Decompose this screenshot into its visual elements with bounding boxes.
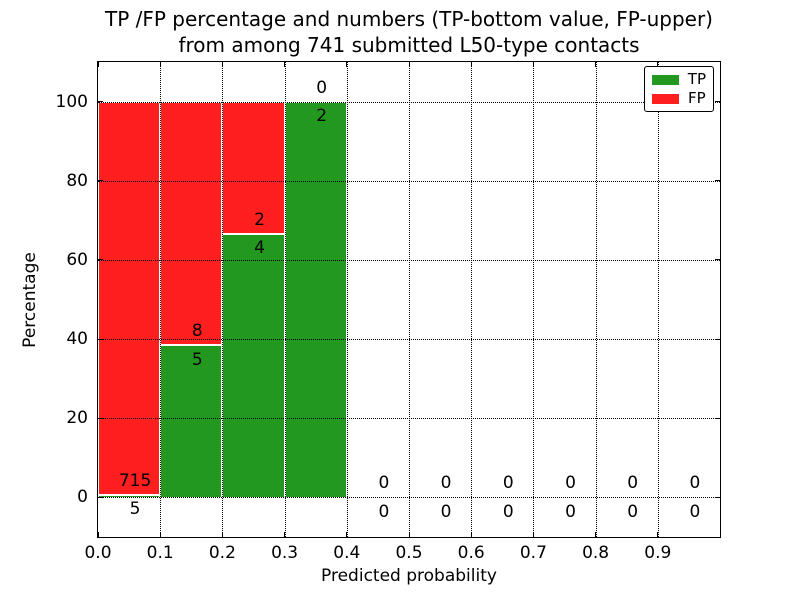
- tick-x-bottom-0.5: [408, 532, 410, 537]
- label-tp-bin-7: 0: [565, 501, 576, 522]
- tick-y-left-20: [98, 417, 103, 419]
- legend-swatch-fp: [652, 93, 679, 104]
- ytick-label-40: 40: [66, 329, 88, 350]
- tick-x-bottom-0.7: [532, 532, 534, 537]
- x-axis-label: Predicted probability: [321, 566, 497, 586]
- bar-fp-bin-1: [160, 101, 223, 346]
- gridline-x-0.7: [533, 62, 535, 537]
- tick-y-left-40: [98, 338, 103, 340]
- bar-tp-bin-2: [222, 233, 285, 498]
- xtick-label-0.5: 0.5: [395, 543, 423, 563]
- xtick-label-0.9: 0.9: [644, 543, 672, 563]
- tick-y-left-0: [98, 496, 103, 498]
- xtick-label-0.4: 0.4: [333, 543, 361, 563]
- tick-y-left-80: [98, 180, 103, 182]
- legend-label-fp: FP: [688, 89, 706, 107]
- label-fp-bin-6: 0: [502, 473, 514, 494]
- label-tp-bin-6: 0: [502, 501, 514, 522]
- label-tp-bin-0: 5: [129, 499, 141, 520]
- gridline-x-0.8: [595, 62, 597, 537]
- legend-label-tp: TP: [687, 70, 706, 88]
- tick-x-top-0.4: [346, 62, 348, 67]
- label-tp-bin-8: 0: [627, 501, 639, 522]
- tick-y-right-80: [715, 180, 720, 182]
- label-fp-bin-9: 0: [689, 473, 701, 494]
- legend-item-fp: FP: [652, 91, 706, 106]
- label-fp-bin-5: 0: [440, 473, 452, 494]
- ytick-label-80: 80: [66, 170, 88, 191]
- tick-x-top-0.7: [532, 62, 534, 67]
- tick-y-right-0: [715, 496, 720, 498]
- label-tp-bin-2: 4: [254, 238, 265, 259]
- tick-x-bottom-0.3: [284, 532, 286, 537]
- tick-x-top-0.3: [284, 62, 286, 67]
- xtick-label-0.0: 0.0: [84, 543, 112, 563]
- xtick-label-0.8: 0.8: [582, 543, 610, 563]
- legend-swatch-tp: [652, 74, 679, 85]
- chart-title-line2: from among 741 submitted L50-type contac…: [178, 33, 640, 57]
- gridline-x-0.1: [160, 62, 162, 537]
- label-fp-bin-7: 0: [565, 473, 576, 494]
- label-tp-bin-5: 0: [440, 501, 452, 522]
- tick-x-top-0.2: [221, 62, 223, 67]
- label-fp-bin-3: 0: [316, 77, 328, 98]
- tick-y-right-40: [715, 338, 720, 340]
- tick-x-bottom-0.9: [657, 532, 659, 537]
- tick-x-top-0.8: [595, 62, 597, 67]
- ytick-label-60: 60: [66, 249, 88, 270]
- label-tp-bin-9: 0: [689, 501, 701, 522]
- label-fp-bin-4: 0: [378, 473, 390, 494]
- tick-x-bottom-0.2: [221, 532, 223, 537]
- label-tp-bin-4: 0: [378, 501, 390, 522]
- gridline-x-0.4: [346, 62, 348, 537]
- tick-x-top-0.1: [159, 62, 161, 67]
- bar-fp-bin-0: [98, 101, 161, 495]
- tick-x-bottom-0.4: [346, 532, 348, 537]
- tick-y-left-60: [98, 259, 103, 261]
- xtick-label-0.2: 0.2: [208, 543, 236, 563]
- label-fp-bin-8: 0: [627, 473, 639, 494]
- label-tp-bin-3: 2: [316, 106, 328, 127]
- tick-y-left-100: [98, 101, 103, 103]
- bar-fp-bin-2: [222, 101, 285, 234]
- tick-x-bottom-0.8: [595, 532, 597, 537]
- xtick-label-0.1: 0.1: [146, 543, 174, 563]
- chart-title-line1: TP /FP percentage and numbers (TP-bottom…: [105, 7, 713, 31]
- tick-x-bottom-0: [97, 532, 99, 537]
- gridline-x-0.9: [657, 62, 659, 537]
- bar-tp-bin-0: [98, 494, 161, 498]
- bar-tp-bin-1: [160, 345, 223, 498]
- ytick-label-100: 100: [55, 91, 88, 112]
- bar-tp-bin-3: [284, 101, 347, 498]
- tick-y-right-100: [715, 101, 720, 103]
- tick-x-top-1: [719, 62, 721, 67]
- label-tp-bin-1: 5: [191, 349, 203, 370]
- ytick-label-0: 0: [77, 487, 88, 508]
- gridline-x-0.5: [409, 62, 410, 537]
- ytick-label-20: 20: [66, 408, 88, 429]
- gridline-x-0.6: [471, 62, 473, 537]
- xtick-label-0.7: 0.7: [519, 543, 547, 563]
- gridline-x-0.2: [222, 62, 224, 537]
- tick-x-top-0: [97, 62, 99, 67]
- tick-x-bottom-0.1: [159, 532, 161, 537]
- label-fp-bin-0: 715: [118, 470, 152, 491]
- tick-x-bottom-1: [719, 532, 721, 537]
- tick-x-top-0.5: [408, 62, 410, 67]
- tick-y-right-20: [715, 417, 720, 419]
- label-fp-bin-2: 2: [254, 209, 265, 230]
- chart-title: TP /FP percentage and numbers (TP-bottom…: [98, 6, 720, 58]
- xtick-label-0.6: 0.6: [457, 543, 485, 563]
- legend: TP FP: [644, 66, 714, 112]
- xtick-label-0.3: 0.3: [271, 543, 299, 563]
- gridline-x-0.3: [284, 62, 286, 537]
- tick-x-top-0.6: [470, 62, 472, 67]
- label-fp-bin-1: 8: [191, 321, 203, 342]
- legend-item-tp: TP: [652, 72, 706, 87]
- tick-x-bottom-0.6: [470, 532, 472, 537]
- tick-x-top-0.9: [657, 62, 659, 67]
- tick-y-right-60: [715, 259, 720, 261]
